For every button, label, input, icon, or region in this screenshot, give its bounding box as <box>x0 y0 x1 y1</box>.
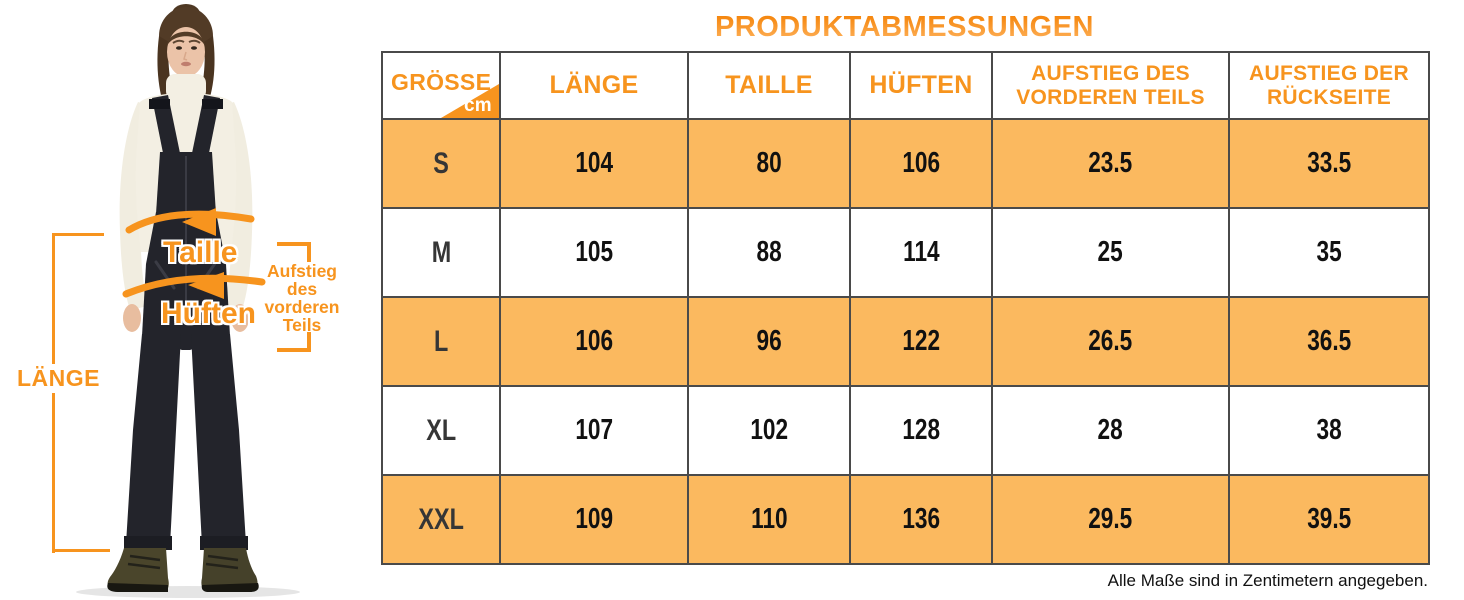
hips-arrow-icon <box>122 272 266 299</box>
waist-value: 88 <box>756 236 782 268</box>
front-rise-value: 23.5 <box>1088 147 1133 179</box>
hips-value: 136 <box>902 503 940 535</box>
front-rise-value: 26.5 <box>1088 325 1133 357</box>
hips-value: 128 <box>902 414 940 446</box>
col-header-front-rise: AUFSTIEG DES VORDEREN TEILS <box>991 51 1230 120</box>
unit-triangle-icon <box>441 84 498 117</box>
col-header-size: GRÖSSE cm <box>381 51 501 120</box>
size-value: XL <box>426 413 456 447</box>
back-rise-value: 38 <box>1316 414 1342 446</box>
length-value: 109 <box>575 503 613 535</box>
table-row-l: L 106 96 122 26.5 36.5 <box>381 296 1430 387</box>
hips-label: Hüften <box>161 297 256 330</box>
footer-note: Alle Maße sind in Zentimetern angegeben. <box>1107 571 1428 590</box>
front-rise-value: 29.5 <box>1088 503 1133 535</box>
back-rise-value: 33.5 <box>1306 147 1352 179</box>
waist-value: 96 <box>756 325 782 357</box>
col-header-waist: TAILLE <box>687 51 851 120</box>
table-row-s: S 104 80 106 23.5 33.5 <box>381 118 1430 209</box>
hips-value: 114 <box>902 236 940 268</box>
col-header-length: LÄNGE <box>499 51 689 120</box>
waist-value: 80 <box>756 147 782 179</box>
col-header-hips: HÜFTEN <box>849 51 993 120</box>
waist-arrow-icon <box>125 208 255 236</box>
waist-value: 110 <box>750 503 788 535</box>
size-value: S <box>433 146 449 180</box>
back-rise-value: 35 <box>1316 236 1342 268</box>
col-header-back-rise: AUFSTIEG DER RÜCKSEITE <box>1228 51 1430 120</box>
size-value: M <box>431 235 451 269</box>
hips-value: 106 <box>902 147 940 179</box>
table-row-xl: XL 107 102 128 28 38 <box>381 385 1430 476</box>
waist-value: 102 <box>750 414 788 446</box>
waist-label: Taille <box>163 236 238 269</box>
front-rise-bracket-top <box>277 242 311 262</box>
back-rise-value: 36.5 <box>1306 325 1352 357</box>
hips-value: 122 <box>902 325 940 357</box>
header-row: GRÖSSE cm LÄNGE TAILLE HÜFTEN AUFSTIEG D… <box>381 51 1430 120</box>
length-bracket-line <box>52 235 55 553</box>
length-value: 105 <box>575 236 613 268</box>
table-row-xxl: XXL 109 110 136 29.5 39.5 <box>381 474 1430 565</box>
unit-label: cm <box>463 95 492 116</box>
front-rise-bracket-bottom <box>277 332 311 352</box>
length-value: 106 <box>575 325 613 357</box>
size-table: GRÖSSE cm LÄNGE TAILLE HÜFTEN AUFSTIEG D… <box>381 51 1430 565</box>
length-value: 107 <box>575 414 613 446</box>
table-row-m: M 105 88 114 25 35 <box>381 207 1430 298</box>
front-rise-label: Aufstieg des vorderen Teils <box>264 261 340 336</box>
back-rise-value: 39.5 <box>1306 503 1352 535</box>
length-label: LÄNGE <box>14 364 103 393</box>
length-bracket-bottom-tick <box>52 549 110 552</box>
length-value: 104 <box>575 147 613 179</box>
front-rise-value: 28 <box>1097 414 1124 446</box>
size-value: L <box>433 324 449 358</box>
front-rise-value: 25 <box>1097 236 1124 268</box>
length-bracket-top-tick <box>52 233 104 236</box>
size-value: XXL <box>418 502 464 536</box>
page-title: PRODUKTABMESSUNGEN <box>381 11 1428 44</box>
